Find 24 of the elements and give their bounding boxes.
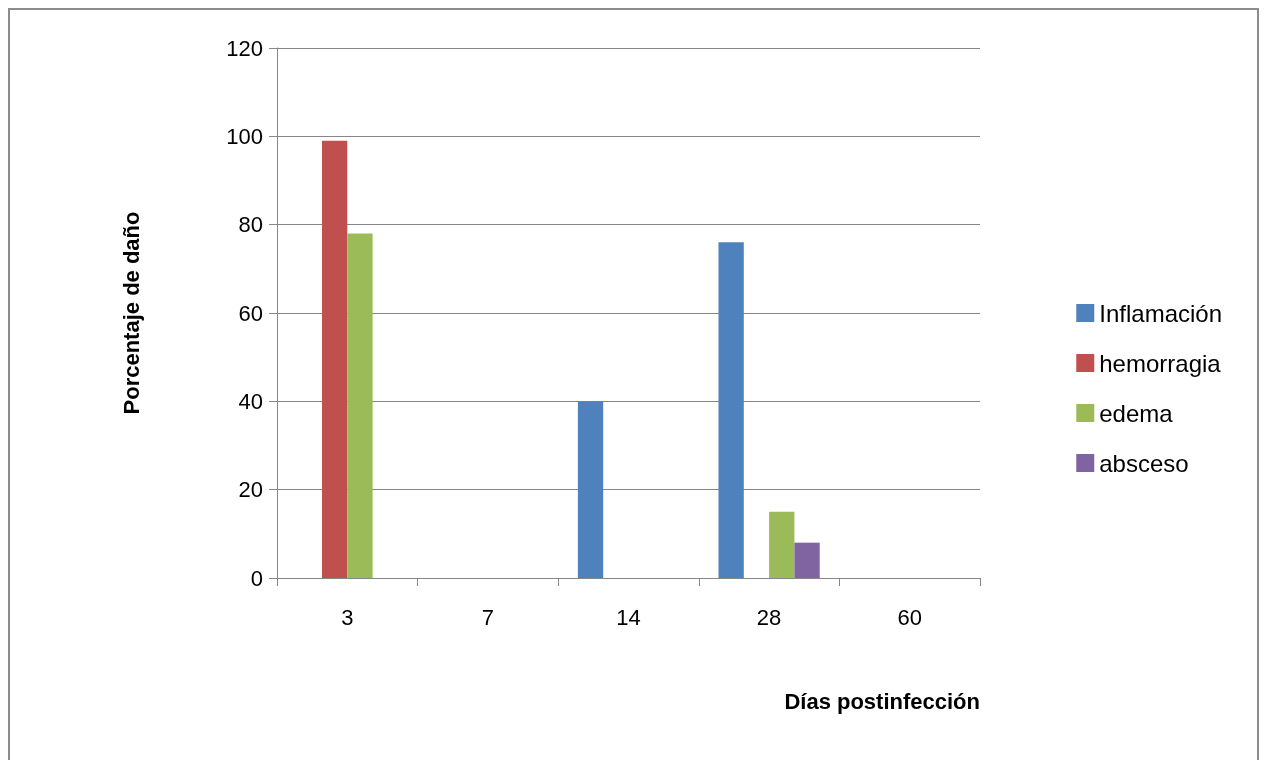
x-tick-label: 3 — [341, 604, 354, 630]
y-tick-label: 80 — [238, 212, 263, 238]
legend-label: Inflamación — [1099, 299, 1222, 327]
x-axis-title: Días postinfección — [784, 688, 980, 714]
x-tick-label: 60 — [897, 604, 922, 630]
bar — [347, 233, 373, 578]
y-tick-label: 40 — [238, 388, 263, 414]
y-tick-label: 20 — [238, 477, 263, 503]
y-tick-label: 120 — [226, 35, 263, 61]
legend-label: absceso — [1099, 449, 1189, 477]
y-tick-label: 100 — [226, 123, 263, 149]
x-tick-label: 7 — [481, 604, 495, 630]
bar — [718, 242, 744, 578]
y-tick-label: 0 — [250, 565, 263, 591]
x-tick-label: 28 — [756, 604, 782, 630]
bar — [794, 542, 820, 578]
legend-label: edema — [1099, 399, 1174, 427]
bar — [577, 401, 604, 578]
bar — [321, 140, 348, 578]
legend-label: hemorragia — [1099, 349, 1222, 377]
y-tick-label: 60 — [238, 300, 263, 326]
y-axis-title: Porcentaje de daño — [118, 211, 144, 415]
bar — [769, 511, 795, 578]
x-tick-label: 14 — [616, 604, 641, 630]
